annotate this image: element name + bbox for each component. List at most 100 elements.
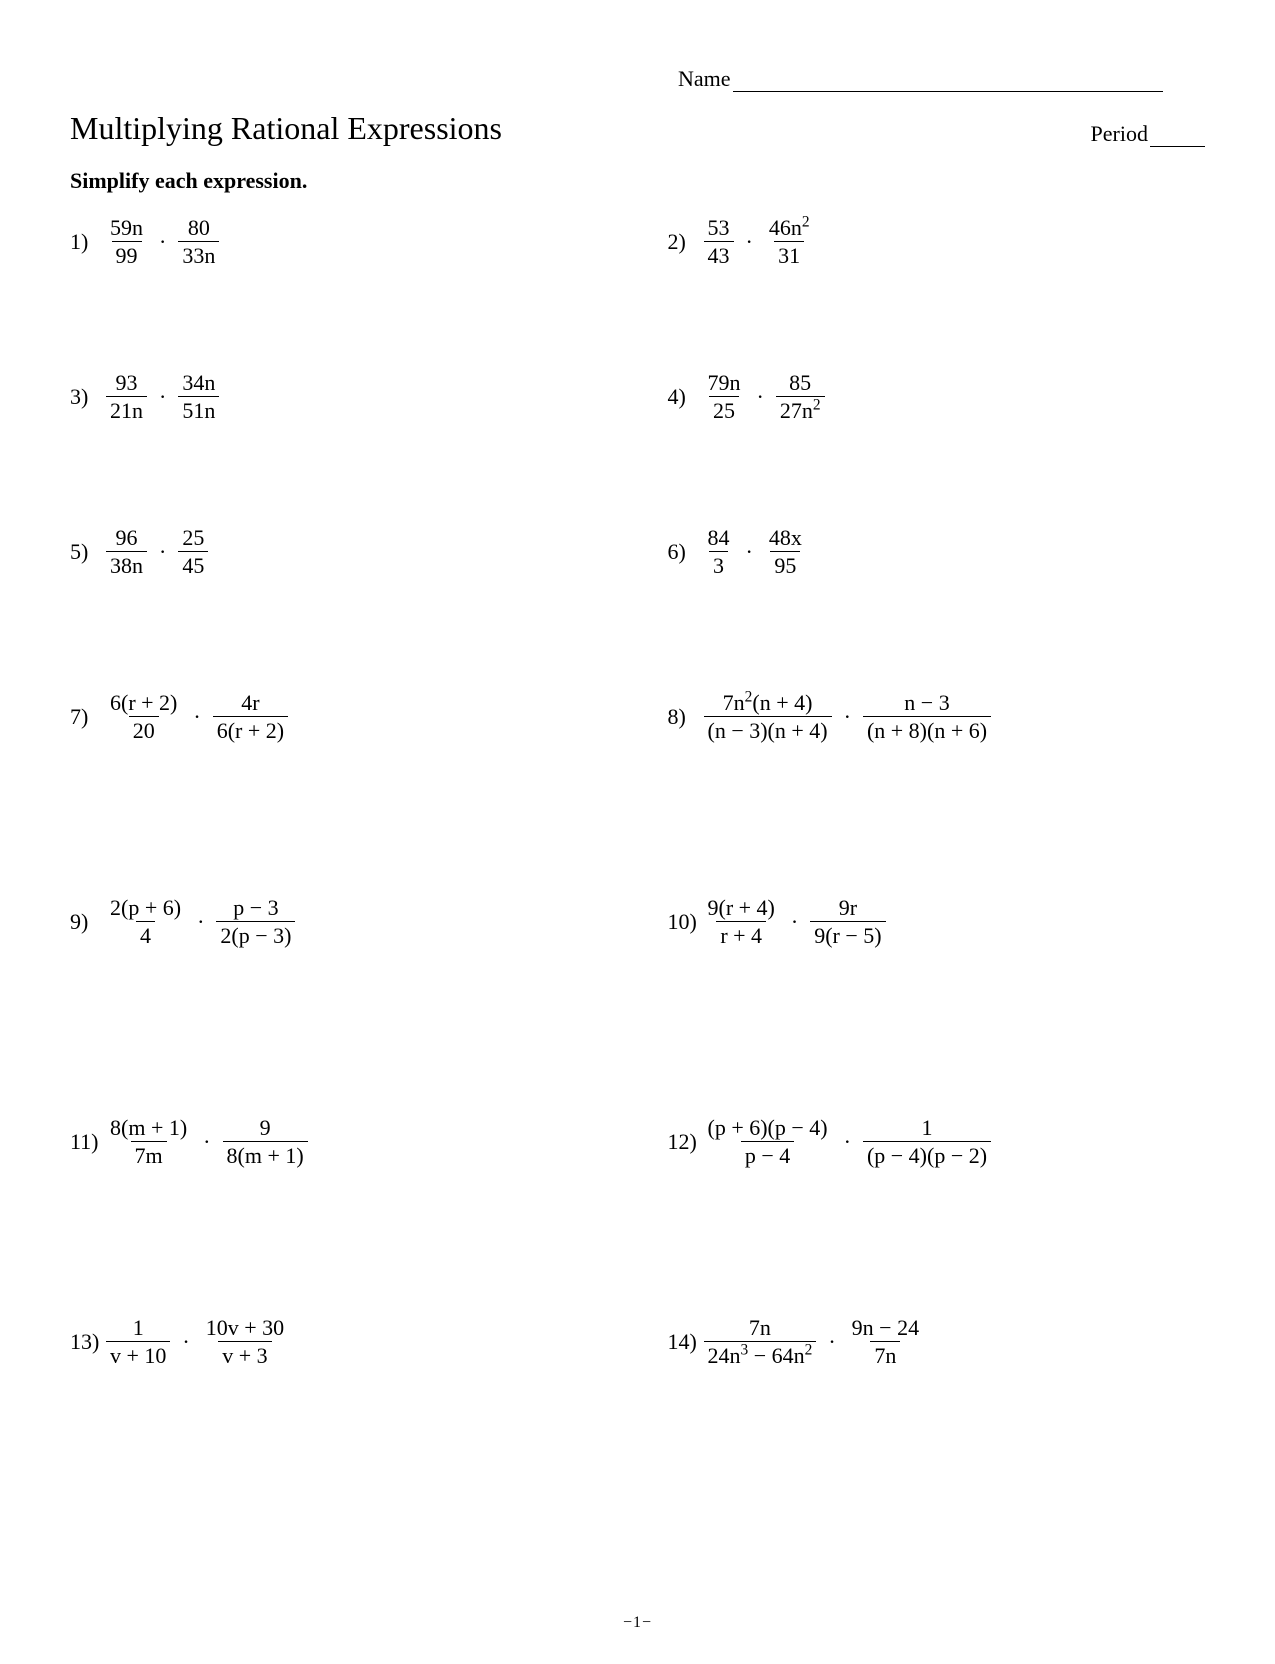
expression: 59n99·8033n xyxy=(106,215,219,269)
problem-number: 13) xyxy=(70,1315,106,1355)
expression: 1v + 10·10v + 30v + 3 xyxy=(106,1315,288,1369)
fraction-denominator: 99 xyxy=(112,241,142,268)
expression: 9(r + 4)r + 4 · 9r9(r − 5) xyxy=(704,895,886,949)
problem: 1)59n99·8033n xyxy=(70,215,638,269)
problem: 3)9321n·34n51n xyxy=(70,370,638,424)
fraction-numerator: 46n2 xyxy=(765,215,814,241)
fraction: 2545 xyxy=(178,525,208,579)
fraction-denominator: 95 xyxy=(770,551,800,578)
problem-row: 3)9321n·34n51n4)79n25·8527n2 xyxy=(70,370,1205,424)
problem: 10)9(r + 4)r + 4·9r9(r − 5) xyxy=(638,895,1206,949)
fraction-denominator: 4 xyxy=(136,921,155,948)
expression: 7n2(n + 4)(n − 3)(n + 4) · n − 3(n + 8)(n … xyxy=(704,690,992,744)
expression: 9638n·2545 xyxy=(106,525,208,579)
fraction: 5343 xyxy=(704,215,734,269)
fraction: 98(m + 1) xyxy=(223,1115,308,1169)
multiply-dot: · xyxy=(789,909,800,935)
fraction-denominator: 51n xyxy=(178,396,219,423)
fraction: p − 32(p − 3) xyxy=(216,895,295,949)
fraction-numerator: 9n − 24 xyxy=(848,1315,923,1341)
problem: 6)843·48x95 xyxy=(638,525,1206,579)
fraction-numerator: p − 3 xyxy=(229,895,282,921)
fraction-numerator: 84 xyxy=(704,525,734,551)
fraction-numerator: 9(r + 4) xyxy=(704,895,779,921)
fraction: n − 3(n + 8)(n + 6) xyxy=(863,690,991,744)
period-blank-line xyxy=(1150,126,1205,147)
fraction: 9(r + 4)r + 4 xyxy=(704,895,779,949)
expression: 843·48x95 xyxy=(704,525,806,579)
problem: 9)2(p + 6)4·p − 32(p − 3) xyxy=(70,895,638,949)
fraction-numerator: 48x xyxy=(765,525,806,551)
fraction-denominator: 25 xyxy=(709,396,739,423)
fraction-numerator: 8(m + 1) xyxy=(106,1115,191,1141)
expression: 9321n · 34n51n xyxy=(106,370,219,424)
fraction-numerator: 34n xyxy=(178,370,219,396)
problem: 14)7n24n3 − 64n2·9n − 247n xyxy=(638,1315,1206,1369)
fraction-denominator: 8(m + 1) xyxy=(223,1141,308,1168)
problem-number: 2) xyxy=(668,215,704,255)
problem-number: 14) xyxy=(668,1315,704,1355)
fraction: 8033n xyxy=(178,215,219,269)
fraction-denominator: (n − 3)(n + 4) xyxy=(704,716,832,743)
multiply-dot: · xyxy=(842,1129,853,1155)
problem-number: 12) xyxy=(668,1115,704,1155)
fraction-numerator: 2(p + 6) xyxy=(106,895,185,921)
fraction-denominator: 9(r − 5) xyxy=(810,921,885,948)
fraction-denominator: 27n2 xyxy=(776,396,825,423)
fraction: 8527n2 xyxy=(776,370,825,424)
fraction-denominator: 38n xyxy=(106,551,147,578)
multiply-dot: · xyxy=(826,1329,837,1355)
fraction: 9321n xyxy=(106,370,147,424)
problem-number: 11) xyxy=(70,1115,106,1155)
fraction: 1(p − 4)(p − 2) xyxy=(863,1115,991,1169)
multiply-dot: · xyxy=(842,704,853,730)
fraction-denominator: 3 xyxy=(709,551,728,578)
fraction-numerator: n − 3 xyxy=(900,690,953,716)
fraction-numerator: 7n xyxy=(745,1315,775,1341)
fraction-denominator: 6(r + 2) xyxy=(213,716,288,743)
fraction-numerator: 59n xyxy=(106,215,147,241)
fraction-denominator: 7m xyxy=(131,1141,167,1168)
fraction: (p + 6)(p − 4)p − 4 xyxy=(704,1115,832,1169)
fraction-numerator: 85 xyxy=(785,370,815,396)
fraction-denominator: 33n xyxy=(178,241,219,268)
multiply-dot: · xyxy=(157,384,168,410)
worksheet-page: Name Multiplying Rational Expressions Pe… xyxy=(0,0,1275,1664)
fraction-numerator: 79n xyxy=(704,370,745,396)
fraction-denominator: r + 4 xyxy=(716,921,766,948)
fraction-numerator: 80 xyxy=(184,215,214,241)
problem-row: 7)6(r + 2)20·4r6(r + 2)8)7n2(n + 4)(n − … xyxy=(70,690,1205,744)
fraction-denominator: 45 xyxy=(178,551,208,578)
fraction: 9r9(r − 5) xyxy=(810,895,885,949)
expression: 8(m + 1)7m·98(m + 1) xyxy=(106,1115,308,1169)
fraction-denominator: (n + 8)(n + 6) xyxy=(863,716,991,743)
fraction-numerator: 6(r + 2) xyxy=(106,690,181,716)
fraction: 59n99 xyxy=(106,215,147,269)
expression: 2(p + 6)4·p − 32(p − 3) xyxy=(106,895,295,949)
problem-number: 4) xyxy=(668,370,704,410)
multiply-dot: · xyxy=(744,229,755,255)
problem-number: 1) xyxy=(70,215,106,255)
fraction: 6(r + 2)20 xyxy=(106,690,181,744)
fraction-denominator: 2(p − 3) xyxy=(216,921,295,948)
problems-grid: 1)59n99·8033n2)5343·46n2313)9321n·34n51n… xyxy=(70,215,1205,1574)
period-field: Period xyxy=(1091,121,1205,147)
fraction: 34n51n xyxy=(178,370,219,424)
fraction-denominator: 21n xyxy=(106,396,147,423)
multiply-dot: · xyxy=(180,1329,191,1355)
fraction-denominator: p − 4 xyxy=(741,1141,794,1168)
problem: 11)8(m + 1)7m·98(m + 1) xyxy=(70,1115,638,1169)
fraction: 9n − 247n xyxy=(848,1315,923,1369)
problem-row: 11)8(m + 1)7m·98(m + 1)12)(p + 6)(p − 4)… xyxy=(70,1115,1205,1169)
fraction: 7n24n3 − 64n2 xyxy=(704,1315,817,1369)
period-label: Period xyxy=(1091,121,1148,147)
title-row: Multiplying Rational Expressions Period xyxy=(70,110,1205,147)
fraction-numerator: 53 xyxy=(704,215,734,241)
fraction-denominator: 20 xyxy=(129,716,159,743)
fraction-numerator: 7n2(n + 4) xyxy=(719,690,817,716)
fraction: 9638n xyxy=(106,525,147,579)
problem-number: 9) xyxy=(70,895,106,935)
problem: 8)7n2(n + 4)(n − 3)(n + 4)·n − 3(n + 8)(… xyxy=(638,690,1206,744)
fraction-denominator: 24n3 − 64n2 xyxy=(704,1341,817,1368)
fraction: 4r6(r + 2) xyxy=(213,690,288,744)
